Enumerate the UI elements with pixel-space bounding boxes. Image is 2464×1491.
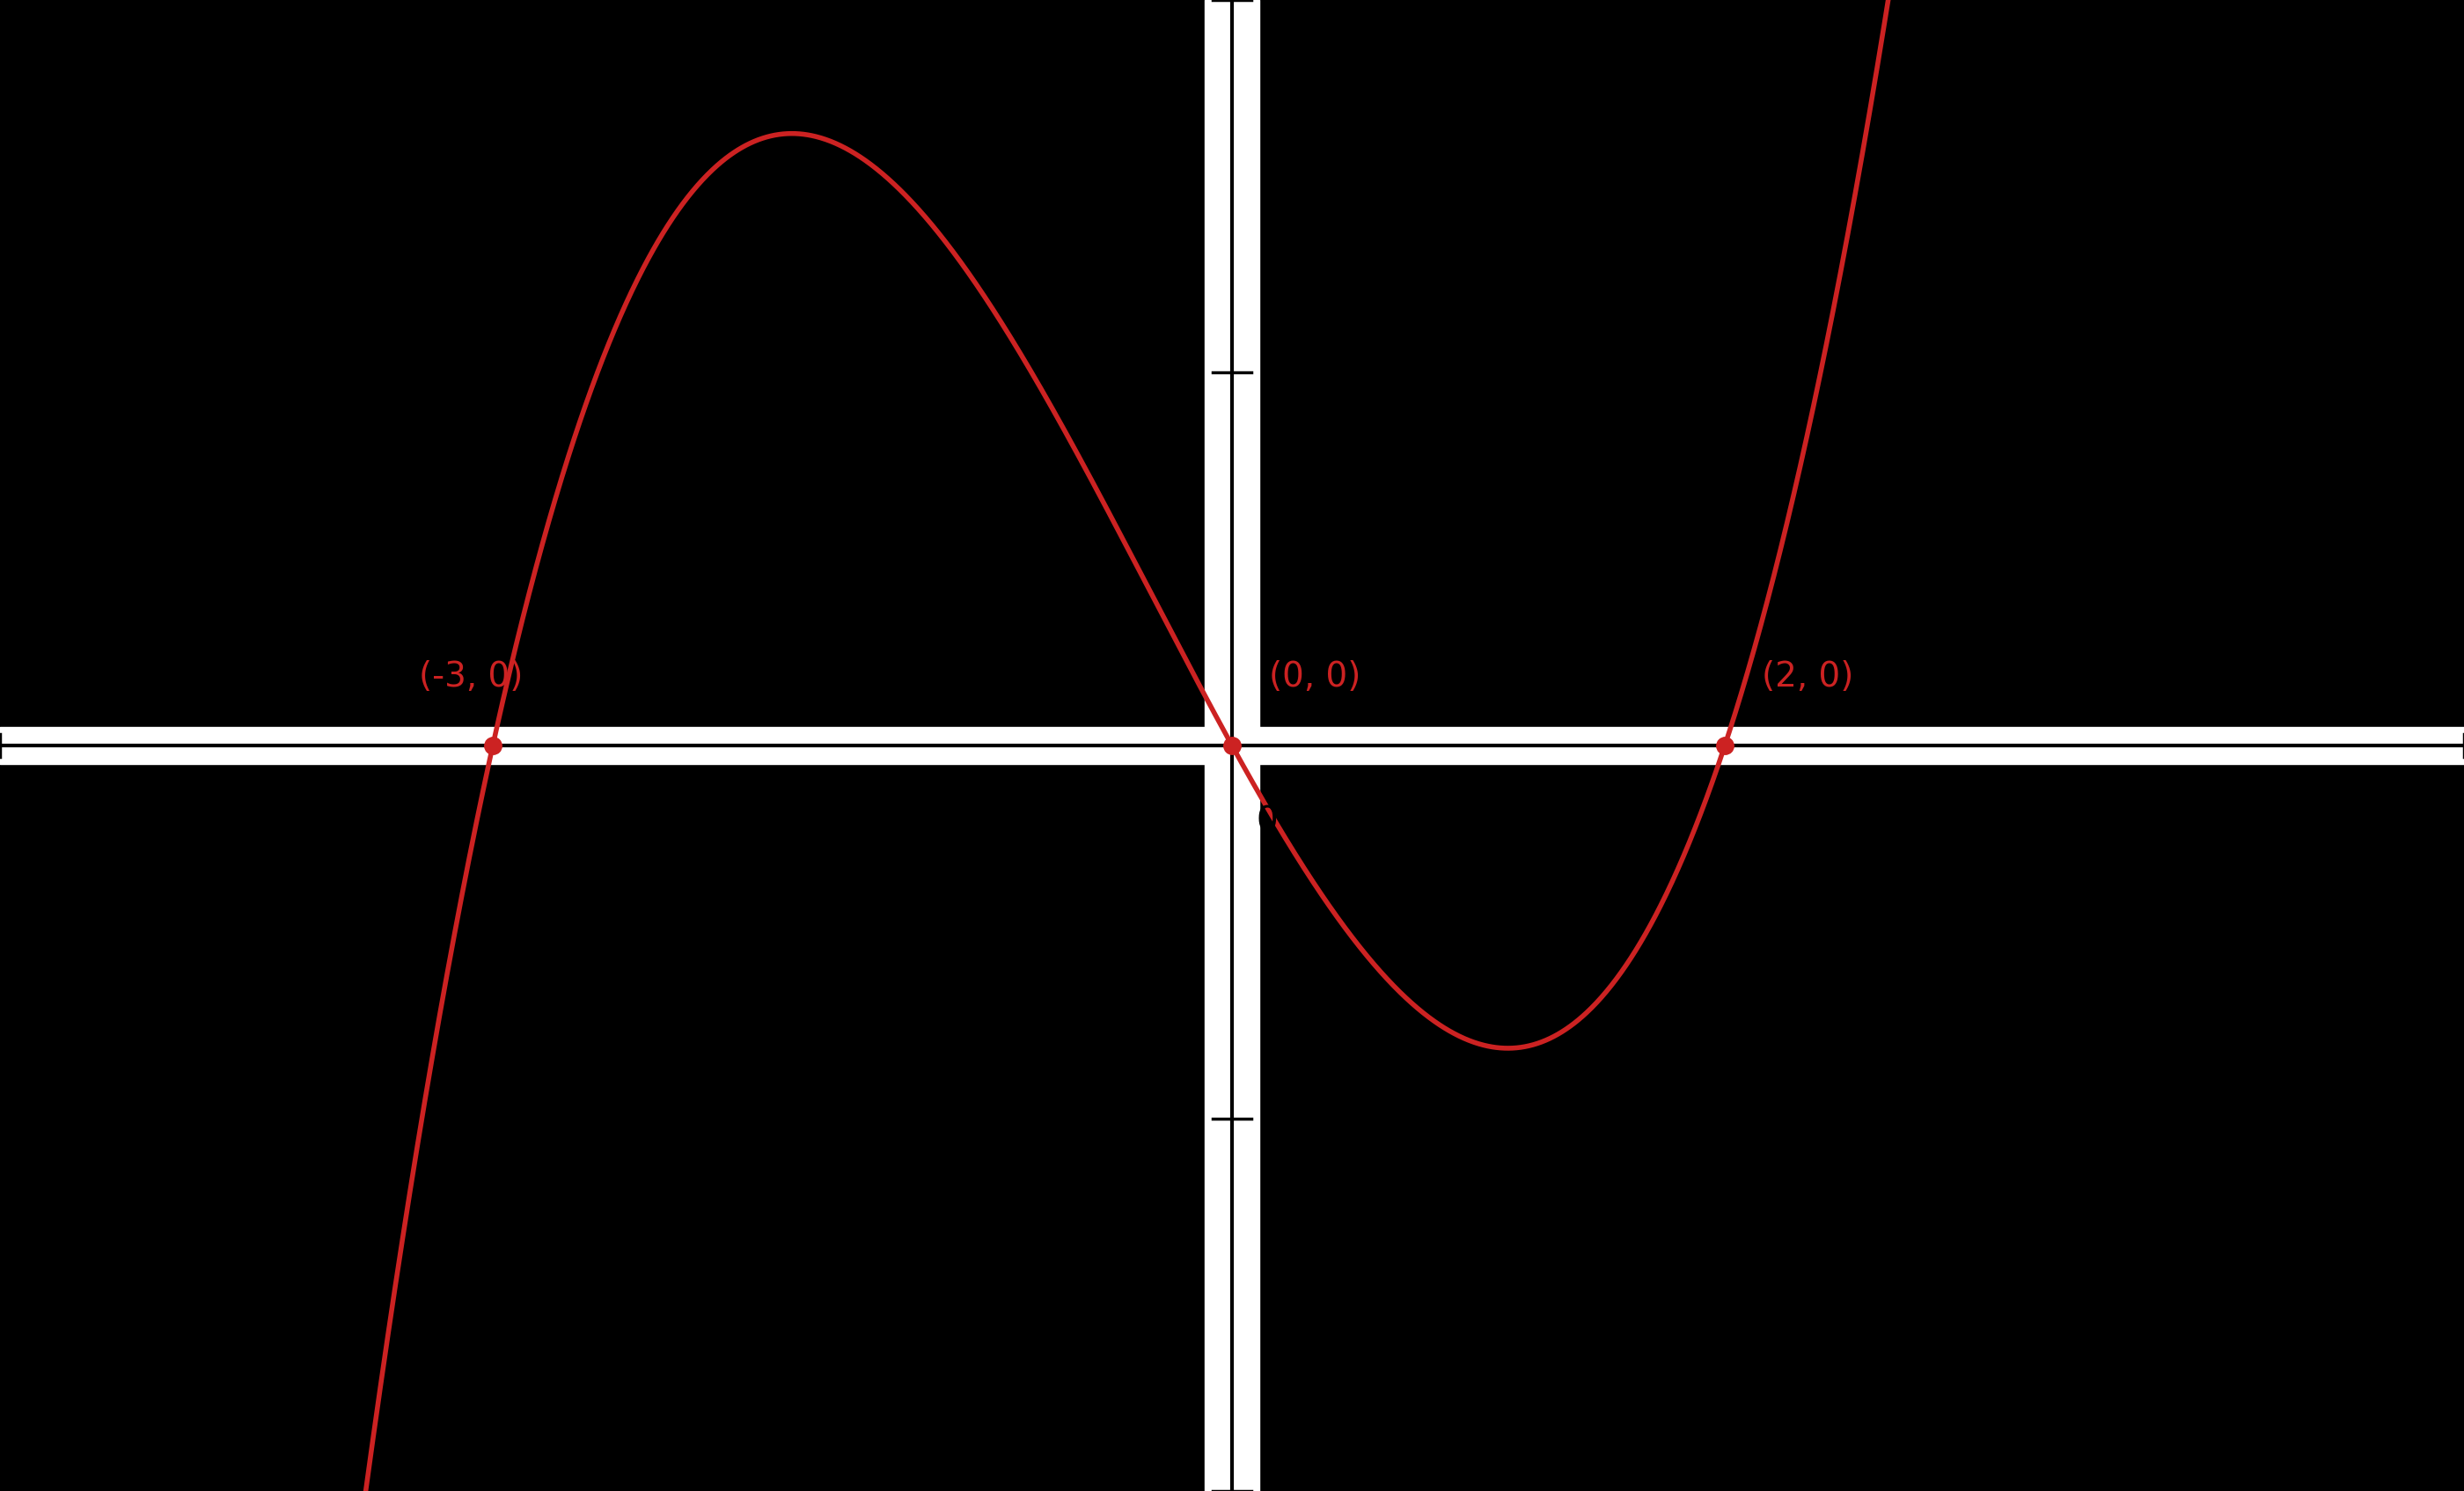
Text: -5: -5 [1168, 1102, 1202, 1135]
Text: -5: -5 [0, 790, 17, 823]
Text: (0, 0): (0, 0) [1269, 661, 1360, 693]
Text: 5: 5 [2454, 790, 2464, 823]
Text: 5: 5 [1180, 356, 1202, 389]
Text: (-3, 0): (-3, 0) [419, 661, 522, 693]
Text: -10: -10 [1146, 1475, 1202, 1491]
Text: (2, 0): (2, 0) [1762, 661, 1853, 693]
Text: 10: 10 [1158, 0, 1202, 16]
Text: 0: 0 [1257, 805, 1279, 838]
